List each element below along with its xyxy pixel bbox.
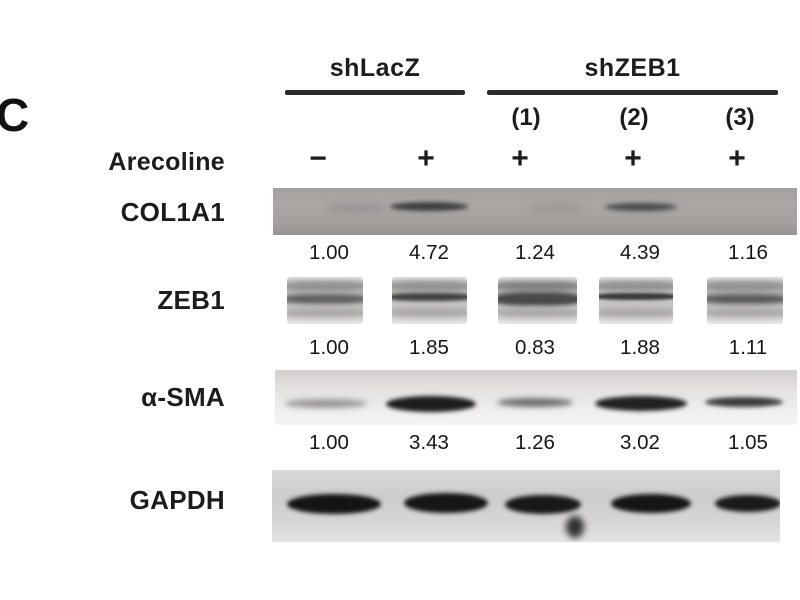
col1a1-value-lane5: 1.16: [728, 241, 768, 264]
gapdh-band-lane4: [611, 494, 691, 513]
zeb1-patch-lane1: [287, 277, 363, 324]
asma-value-lane1: 1.00: [309, 431, 349, 454]
asma-band-lane1: [285, 399, 367, 408]
blot-label-gapdh: GAPDH: [129, 485, 225, 515]
zeb1-value-lane2: 1.85: [409, 336, 449, 359]
blot-label-col1a1: COL1A1: [120, 197, 225, 227]
col1a1-value-lane4: 4.39: [620, 241, 660, 264]
asma-band-lane2: [386, 396, 476, 412]
treatment-symbol-lane4: +: [624, 142, 642, 175]
blot-label-asma: α-SMA: [141, 382, 225, 412]
asma-value-lane3: 1.26: [515, 431, 555, 454]
gapdh-band-lane3: [505, 495, 581, 514]
col1a1-band-lane4: [605, 203, 677, 211]
zeb1-patch-lane4: [599, 277, 673, 324]
zeb1-value-lane1: 1.00: [309, 336, 349, 359]
gapdh-band-lane1: [287, 494, 381, 514]
blot-strip-asma: [275, 370, 797, 425]
zeb1-value-lane3: 0.83: [515, 336, 555, 359]
clone-label-2: (2): [619, 104, 649, 131]
treatment-label: Arecoline: [108, 148, 225, 176]
gapdh-band-lane2: [404, 493, 488, 513]
blot-strip-gapdh: [272, 470, 780, 542]
treatment-symbol-lane1: −: [309, 142, 327, 175]
zeb1-value-lane4: 1.88: [620, 336, 660, 359]
col1a1-band-lane1-faint: [326, 204, 386, 212]
col1a1-value-lane3: 1.24: [515, 241, 555, 264]
zeb1-patch-lane2: [392, 277, 467, 324]
panel-label: C: [0, 89, 30, 141]
col1a1-band-lane3-faint: [529, 204, 585, 212]
gapdh-artifact-blob: [566, 516, 584, 538]
group-underline-shlacz: [285, 90, 465, 95]
asma-band-lane5: [705, 397, 783, 407]
col1a1-value-lane2: 4.72: [409, 241, 449, 264]
asma-band-lane4: [595, 396, 687, 411]
group-header-shlacz: shLacZ: [329, 54, 421, 82]
asma-band-lane3: [497, 398, 573, 407]
group-header-shzeb1: shZEB1: [584, 54, 681, 82]
zeb1-value-lane5: 1.11: [728, 336, 768, 359]
blot-strip-col1a1: [273, 188, 797, 235]
asma-value-lane4: 3.02: [620, 431, 660, 454]
col1a1-value-lane1: 1.00: [309, 241, 349, 264]
treatment-symbol-lane3: +: [511, 142, 529, 175]
asma-value-lane2: 3.43: [409, 431, 449, 454]
asma-value-lane5: 1.05: [728, 431, 768, 454]
zeb1-patch-lane3: [498, 277, 577, 324]
treatment-symbol-lane5: +: [728, 142, 746, 175]
treatment-symbol-lane2: +: [417, 142, 435, 175]
blot-label-zeb1: ZEB1: [157, 285, 225, 315]
gapdh-band-lane5: [715, 495, 780, 512]
col1a1-band-lane2: [390, 202, 468, 211]
zeb1-patch-lane5: [707, 277, 783, 324]
clone-label-1: (1): [511, 104, 541, 131]
clone-label-3: (3): [725, 104, 755, 131]
group-underline-shzeb1: [487, 90, 778, 95]
